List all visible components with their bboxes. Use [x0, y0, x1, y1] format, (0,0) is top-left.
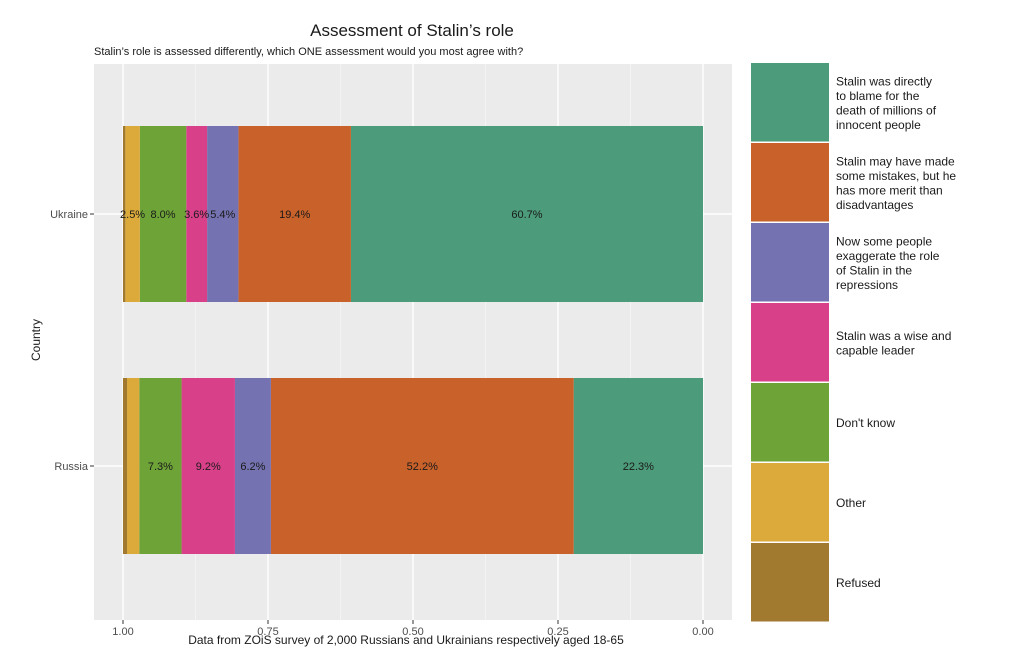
legend-key [751, 63, 829, 142]
data-label: 19.4% [279, 209, 310, 221]
data-label: 60.7% [511, 209, 542, 221]
x-tick-label: 0.25 [547, 626, 568, 638]
legend-label: death of millions of [836, 103, 937, 117]
bar-segment [139, 378, 182, 554]
legend-label: to blame for the [836, 89, 920, 103]
bar-segment [207, 126, 239, 302]
data-label: 22.3% [623, 461, 654, 473]
legend-label: Stalin was a wise and [836, 329, 951, 343]
bar-segment [181, 378, 235, 554]
bar-labels: 60.7% 19.4% 5.4%3.6% 8.0% 2.5% 22.3% 52.2% 6.2%… [120, 209, 654, 473]
legend-label: of Stalin in the [836, 263, 912, 277]
x-tick-label: 0.50 [402, 626, 423, 638]
x-tick-label: 1.00 [112, 626, 133, 638]
x-axis-title: Data from ZOiS survey of 2,000 Russians … [188, 633, 624, 647]
legend-label: disadvantages [836, 198, 913, 212]
bar-segment [139, 126, 187, 302]
bar-segment [125, 126, 140, 302]
bar-segment [123, 378, 128, 554]
legend-label: has more merit than [836, 183, 943, 197]
bar-segment [350, 126, 703, 302]
data-label: 9.2% [196, 461, 221, 473]
legend-label: innocent people [836, 118, 921, 132]
legend-label: some mistakes, but he [836, 169, 956, 183]
y-axis-title: Country [29, 319, 43, 361]
data-label: 52.2% [407, 461, 438, 473]
chart-subtitle: Stalin’s role is assessed differently, w… [94, 46, 523, 58]
axes: Ukraine Russia 1.00 0.75 0.50 0.25 0.00 [50, 209, 714, 638]
legend-label: Other [836, 496, 866, 510]
legend-key [751, 463, 829, 542]
legend-label: Stalin may have made [836, 154, 955, 168]
legend-key [751, 543, 829, 622]
legend-label: Don't know [836, 416, 895, 430]
data-label: 2.5% [120, 209, 145, 221]
x-tick-label: 0.75 [257, 626, 278, 638]
bar-segment [186, 126, 208, 302]
data-label: 6.2% [240, 461, 265, 473]
legend-key [751, 303, 829, 382]
legend-label: capable leader [836, 343, 915, 357]
y-tick-label: Russia [54, 461, 89, 473]
data-label: 8.0% [150, 209, 175, 221]
legend-label: Stalin was directly [836, 74, 932, 88]
legend-label: Now some people [836, 234, 932, 248]
legend-label: Refused [836, 576, 881, 590]
bars [123, 126, 703, 554]
chart-title: Assessment of Stalin’s role [310, 21, 514, 40]
legend-label: exaggerate the role [836, 249, 940, 263]
legend-label: repressions [836, 278, 898, 292]
legend-key [751, 143, 829, 222]
bar-segment [573, 378, 703, 554]
x-tick-label: 0.00 [692, 626, 713, 638]
bar-segment [270, 378, 574, 554]
bar-segment [238, 126, 351, 302]
legend-key [751, 223, 829, 302]
bar-segment [123, 126, 126, 302]
legend-key [751, 383, 829, 462]
bar-segment [234, 378, 271, 554]
bar-segment [127, 378, 140, 554]
data-label: 7.3% [148, 461, 173, 473]
y-tick-label: Ukraine [50, 209, 88, 221]
data-label: 3.6% [184, 209, 209, 221]
data-label: 5.4% [210, 209, 235, 221]
